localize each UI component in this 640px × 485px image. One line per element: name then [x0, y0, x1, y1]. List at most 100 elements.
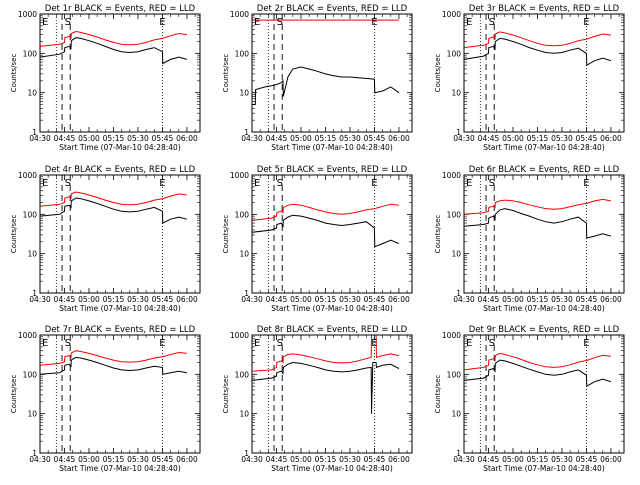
event-marker-label: E	[254, 178, 260, 189]
x-tick-label: 04:30	[453, 455, 475, 464]
y-tick-label: 1000	[230, 10, 249, 19]
event-marker-label: S	[65, 178, 71, 189]
event-marker-label: E	[371, 17, 377, 28]
y-tick-label: 1	[244, 289, 249, 298]
event-marker-label: E	[42, 338, 48, 349]
lld-series-line	[39, 350, 187, 366]
y-tick-label: 1	[244, 128, 249, 137]
event-marker-label: S	[65, 17, 71, 28]
lld-series-line	[463, 198, 611, 215]
plot-frame	[39, 13, 201, 133]
y-tick-label: 10	[27, 410, 37, 419]
events-series-line	[463, 208, 612, 239]
event-marker-label: E	[466, 17, 472, 28]
x-tick-label: 05:30	[551, 134, 573, 143]
event-marker-label: E	[466, 338, 472, 349]
x-tick-label: 05:00	[290, 295, 312, 304]
x-tick-label: 06:00	[600, 134, 622, 143]
y-tick-label: 1	[32, 449, 37, 458]
x-tick-label: 05:45	[152, 455, 174, 464]
x-tick-label: 05:15	[103, 455, 125, 464]
x-tick-label: 04:45	[54, 134, 76, 143]
panel-title: Det 4r BLACK = Events, RED = LLD	[45, 165, 196, 175]
y-tick-label: 10	[27, 89, 37, 98]
event-marker-label: E	[159, 178, 165, 189]
y-axis-label: Counts/sec	[10, 375, 18, 414]
y-tick-label: 1000	[442, 331, 461, 340]
x-tick-label: 06:00	[388, 295, 410, 304]
y-tick-label: 100	[23, 49, 38, 58]
x-tick-label: 05:45	[576, 295, 598, 304]
y-tick-label: 1	[456, 128, 461, 137]
event-marker-label: E	[159, 338, 165, 349]
x-tick-label: 06:00	[176, 455, 198, 464]
x-tick-label: 04:45	[266, 455, 288, 464]
y-tick-label: 10	[239, 89, 249, 98]
x-tick-label: 05:00	[502, 134, 524, 143]
x-tick-label: 05:45	[364, 295, 386, 304]
y-tick-label: 100	[23, 210, 38, 219]
x-tick-label: 04:45	[266, 134, 288, 143]
lld-series-line	[463, 352, 611, 371]
x-tick-label: 05:00	[502, 295, 524, 304]
x-tick-label: 04:45	[54, 295, 76, 304]
panel-title: Det 1r BLACK = Events, RED = LLD	[45, 4, 196, 14]
y-axis-label: Counts/sec	[434, 375, 442, 414]
x-tick-label: 05:45	[576, 455, 598, 464]
x-tick-label: 05:00	[290, 134, 312, 143]
x-tick-label: 05:45	[576, 134, 598, 143]
x-tick-label: 05:00	[78, 295, 100, 304]
panel-title: Det 2r BLACK = Events, RED = LLD	[257, 4, 408, 14]
y-tick-label: 1	[244, 449, 249, 458]
x-tick-label: 04:30	[241, 295, 263, 304]
x-tick-label: 05:45	[364, 134, 386, 143]
x-axis-label: Start Time (07-Mar-10 04:28:40)	[59, 143, 181, 152]
x-tick-label: 04:30	[241, 134, 263, 143]
x-axis-label: Start Time (07-Mar-10 04:28:40)	[59, 304, 181, 313]
y-axis-label: Counts/sec	[222, 215, 230, 254]
y-tick-label: 10	[239, 250, 249, 259]
x-axis-label: Start Time (07-Mar-10 04:28:40)	[483, 304, 605, 313]
event-marker-label: E	[254, 17, 260, 28]
lld-series-line	[39, 30, 187, 47]
x-tick-label: 06:00	[176, 134, 198, 143]
events-series-line	[463, 37, 612, 67]
events-series-line	[39, 197, 188, 224]
event-marker-label: E	[583, 178, 589, 189]
x-tick-label: 05:45	[364, 455, 386, 464]
x-tick-label: 05:30	[339, 134, 361, 143]
y-tick-label: 1000	[18, 331, 37, 340]
panel-det-3r: Det 3r BLACK = Events, RED = LLD Counts/s…	[434, 4, 625, 152]
event-marker-label: E	[254, 338, 260, 349]
lld-series-line	[251, 203, 399, 221]
x-tick-label: 05:15	[315, 295, 337, 304]
event-marker-label: S	[65, 338, 71, 349]
panel-det-7r: Det 7r BLACK = Events, RED = LLD Counts/s…	[10, 325, 201, 473]
x-tick-label: 05:30	[339, 455, 361, 464]
x-tick-label: 04:30	[29, 455, 51, 464]
x-tick-label: 05:30	[339, 295, 361, 304]
x-tick-label: 04:30	[29, 134, 51, 143]
event-marker-label: S	[277, 17, 283, 28]
y-tick-label: 100	[447, 210, 462, 219]
y-tick-label: 10	[451, 89, 461, 98]
event-marker-label: E	[42, 17, 48, 28]
event-marker-label: E	[583, 17, 589, 28]
y-tick-label: 1000	[230, 171, 249, 180]
event-marker-label: S	[489, 17, 495, 28]
x-tick-label: 05:30	[127, 295, 149, 304]
y-axis-label: Counts/sec	[434, 54, 442, 93]
panel-title: Det 3r BLACK = Events, RED = LLD	[469, 4, 620, 14]
x-tick-label: 04:45	[478, 295, 500, 304]
x-tick-label: 05:00	[290, 455, 312, 464]
x-tick-label: 04:45	[54, 455, 76, 464]
lld-series-line	[463, 31, 611, 49]
panel-title: Det 7r BLACK = Events, RED = LLD	[45, 325, 196, 335]
x-tick-label: 05:15	[315, 455, 337, 464]
x-tick-label: 05:00	[502, 455, 524, 464]
x-tick-label: 05:15	[103, 295, 125, 304]
plot-frame	[251, 13, 413, 133]
x-axis-label: Start Time (07-Mar-10 04:28:40)	[271, 464, 393, 473]
event-marker-label: S	[277, 338, 283, 349]
x-axis-label: Start Time (07-Mar-10 04:28:40)	[271, 143, 393, 152]
